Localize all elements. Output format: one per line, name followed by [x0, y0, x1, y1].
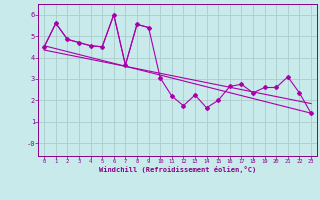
X-axis label: Windchill (Refroidissement éolien,°C): Windchill (Refroidissement éolien,°C): [99, 166, 256, 173]
